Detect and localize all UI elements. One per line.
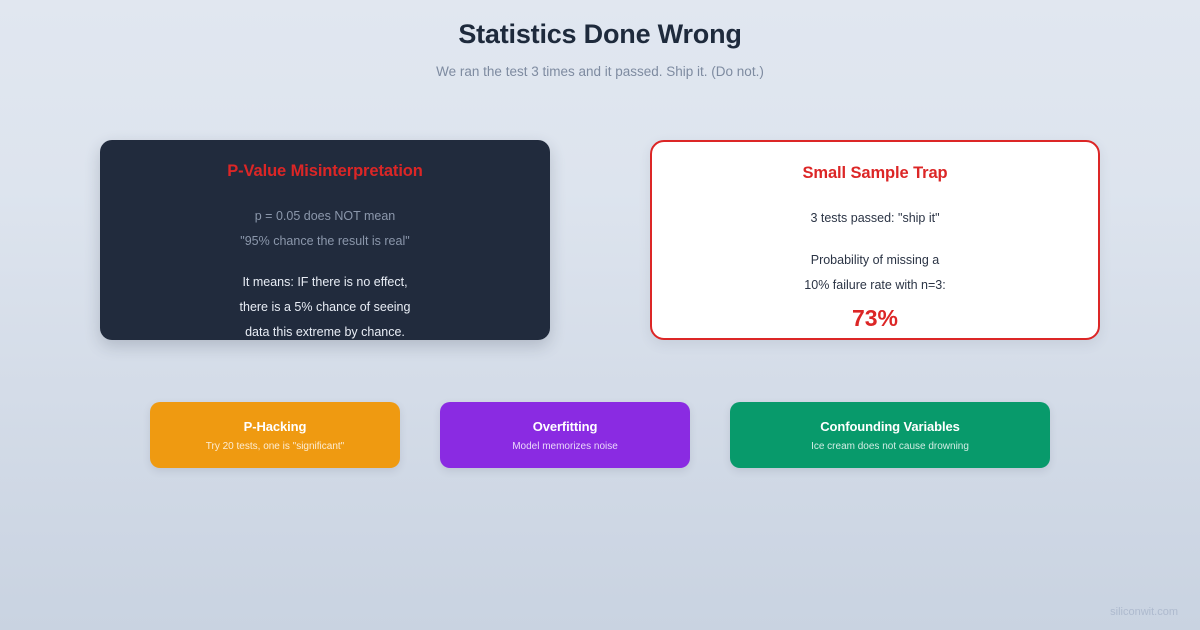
- card-body-line: It means: IF there is no effect,: [242, 275, 408, 289]
- pill-subtitle: Model memorizes noise: [512, 440, 618, 452]
- pitfall-pills-row: P-Hacking Try 20 tests, one is "signific…: [150, 402, 1050, 468]
- pill-overfitting[interactable]: Overfitting Model memorizes noise: [440, 402, 690, 468]
- concept-cards-row: P-Value Misinterpretation p = 0.05 does …: [100, 140, 1100, 340]
- card-body-line: there is a 5% chance of seeing: [239, 300, 411, 314]
- card-body-line: Probability of missing a: [810, 253, 940, 267]
- pill-p-hacking[interactable]: P-Hacking Try 20 tests, one is "signific…: [150, 402, 400, 468]
- site-watermark: siliconwit.com: [1110, 606, 1178, 618]
- card-heading: P-Value Misinterpretation: [227, 162, 423, 180]
- card-body-line: 10% failure rate with n=3:: [804, 278, 946, 292]
- pill-subtitle: Try 20 tests, one is "significant": [205, 440, 345, 452]
- page-subtitle: We ran the test 3 times and it passed. S…: [436, 64, 764, 79]
- pill-title: Confounding Variables: [820, 418, 960, 434]
- pill-title: Overfitting: [532, 418, 598, 434]
- card-p-value-misinterpretation: P-Value Misinterpretation p = 0.05 does …: [100, 140, 550, 340]
- card-heading: Small Sample Trap: [802, 164, 948, 182]
- pill-confounding-variables[interactable]: Confounding Variables Ice cream does not…: [730, 402, 1050, 468]
- card-body-line: "95% chance the result is real": [240, 234, 410, 248]
- card-body-line: 3 tests passed: "ship it": [810, 211, 940, 225]
- statistic-value: 73%: [851, 305, 899, 331]
- card-body-line: p = 0.05 does NOT mean: [254, 209, 396, 223]
- pill-title: P-Hacking: [243, 418, 307, 434]
- page-title: Statistics Done Wrong: [458, 19, 742, 49]
- card-small-sample-trap: Small Sample Trap 3 tests passed: "ship …: [650, 140, 1100, 340]
- header: Statistics Done Wrong We ran the test 3 …: [0, 0, 1200, 79]
- pill-subtitle: Ice cream does not cause drowning: [811, 440, 969, 452]
- card-body-line: data this extreme by chance.: [245, 325, 405, 339]
